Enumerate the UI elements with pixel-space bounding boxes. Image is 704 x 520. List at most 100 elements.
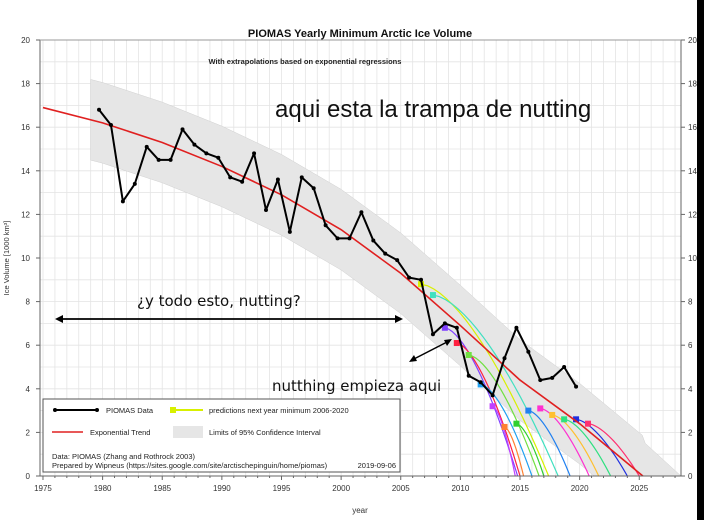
- legend: PIOMAS Data predictions next year minimu…: [42, 398, 401, 473]
- piomas-point: [323, 223, 328, 228]
- prediction-curve-14: [587, 423, 640, 477]
- right-edge-bar: [697, 0, 704, 520]
- y-axis-label: Ice Volume [1000 km³]: [2, 221, 11, 296]
- piomas-point: [335, 236, 340, 241]
- legend-ci: Limits of 95% Confidence Interval: [209, 428, 321, 437]
- prediction-marker-2: [441, 324, 448, 331]
- piomas-point: [180, 127, 185, 132]
- piomas-point: [490, 393, 495, 398]
- prediction-marker-13: [573, 416, 580, 423]
- legend-piomas: PIOMAS Data: [106, 406, 154, 415]
- piomas-point: [192, 142, 197, 147]
- y-tick-label-left: 20: [21, 36, 30, 45]
- annotation-trap: aqui esta la trampa de nutting: [275, 96, 591, 123]
- piomas-point: [442, 321, 447, 326]
- piomas-point: [466, 373, 471, 378]
- piomas-point: [156, 157, 161, 162]
- prediction-marker-4: [465, 352, 472, 359]
- prediction-curve-1: [432, 294, 559, 477]
- prediction-marker-3: [453, 340, 460, 347]
- legend-predictions: predictions next year minimum 2006-2020: [209, 406, 349, 415]
- piomas-point: [395, 258, 400, 263]
- piomas-point: [371, 238, 376, 243]
- piomas-series: [97, 107, 579, 398]
- piomas-point: [526, 349, 531, 354]
- y-tick-label-left: 0: [26, 472, 31, 481]
- legend-trend: Exponential Trend: [90, 428, 150, 437]
- x-tick-label: 1980: [94, 484, 112, 493]
- prediction-marker-11: [549, 411, 556, 418]
- piomas-point: [359, 210, 364, 215]
- piomas-point: [204, 151, 209, 156]
- y-tick-label-right: 10: [688, 254, 697, 263]
- piomas-point: [430, 332, 435, 337]
- prediction-curve-2: [444, 327, 519, 477]
- legend-prepared: Prepared by Wipneus (https://sites.googl…: [52, 461, 328, 470]
- prediction-curves: [418, 281, 640, 477]
- prediction-marker-5: [477, 381, 484, 388]
- prediction-curve-7: [504, 426, 525, 477]
- axes: 1975 1980 1985 1990 1995 2000 2005 2010 2015 2020…: [21, 36, 697, 493]
- piomas-point: [144, 144, 149, 149]
- prediction-marker-1: [429, 292, 436, 299]
- prediction-curve-12: [564, 418, 612, 477]
- prediction-curve-4: [468, 354, 540, 477]
- annotation-starts: nutthing empieza aqui: [272, 377, 441, 395]
- prediction-curve-9: [528, 410, 571, 477]
- piomas-point: [120, 199, 125, 204]
- piomas-point: [108, 123, 113, 128]
- piomas-point: [407, 275, 412, 280]
- piomas-point: [419, 277, 424, 282]
- piomas-point: [478, 380, 483, 385]
- legend-source: Data: PIOMAS (Zhang and Rothrock 2003): [52, 452, 195, 461]
- double-arrow-diagonal: [409, 339, 452, 362]
- piomas-point: [168, 157, 173, 162]
- prediction-marker-6: [489, 403, 496, 410]
- prediction-marker-14: [584, 420, 591, 427]
- prediction-curve-5: [480, 383, 533, 477]
- prediction-curve-13: [575, 418, 628, 477]
- x-tick-label: 1990: [213, 484, 231, 493]
- chart-subtitle: With extrapolations based on exponential…: [209, 57, 402, 66]
- y-tick-label-left: 6: [26, 341, 31, 350]
- prediction-marker-12: [561, 416, 568, 423]
- piomas-point: [275, 177, 280, 182]
- piomas-point: [562, 365, 567, 369]
- piomas-point: [454, 325, 459, 330]
- y-tick-label-right: 8: [688, 298, 693, 307]
- x-tick-label: 2015: [511, 484, 529, 493]
- x-tick-label: 1995: [273, 484, 291, 493]
- x-tick-label: 2010: [451, 484, 469, 493]
- piomas-point: [228, 175, 233, 180]
- y-tick-label-left: 18: [21, 80, 30, 89]
- piomas-point: [97, 107, 102, 112]
- x-tick-label: 1975: [34, 484, 52, 493]
- y-tick-label-right: 0: [688, 472, 693, 481]
- piomas-point: [347, 236, 352, 241]
- piomas-point: [383, 251, 388, 256]
- prediction-curve-8: [516, 423, 545, 477]
- piomas-point: [299, 175, 304, 180]
- y-tick-label-right: 16: [688, 123, 697, 132]
- prediction-curve-3: [456, 342, 521, 477]
- double-arrow-horizontal: [55, 315, 403, 323]
- x-tick-label: 2000: [332, 484, 350, 493]
- y-tick-label-left: 16: [21, 123, 30, 132]
- x-tick-label: 2005: [392, 484, 410, 493]
- annotation-all-this: ¿y todo esto, nutting?: [137, 292, 301, 310]
- y-tick-label-right: 6: [688, 341, 693, 350]
- piomas-point: [263, 208, 268, 213]
- piomas-point: [538, 378, 543, 383]
- y-tick-label-right: 2: [688, 428, 693, 437]
- y-tick-label-left: 2: [26, 428, 31, 437]
- piomas-point: [252, 151, 257, 156]
- prediction-curve-11: [552, 414, 600, 477]
- piomas-point: [574, 384, 579, 389]
- piomas-point: [514, 325, 519, 330]
- y-tick-label-left: 8: [26, 298, 31, 307]
- y-tick-label-right: 14: [688, 167, 697, 176]
- x-tick-label: 1985: [153, 484, 171, 493]
- piomas-point: [502, 356, 507, 361]
- piomas-point: [550, 375, 555, 380]
